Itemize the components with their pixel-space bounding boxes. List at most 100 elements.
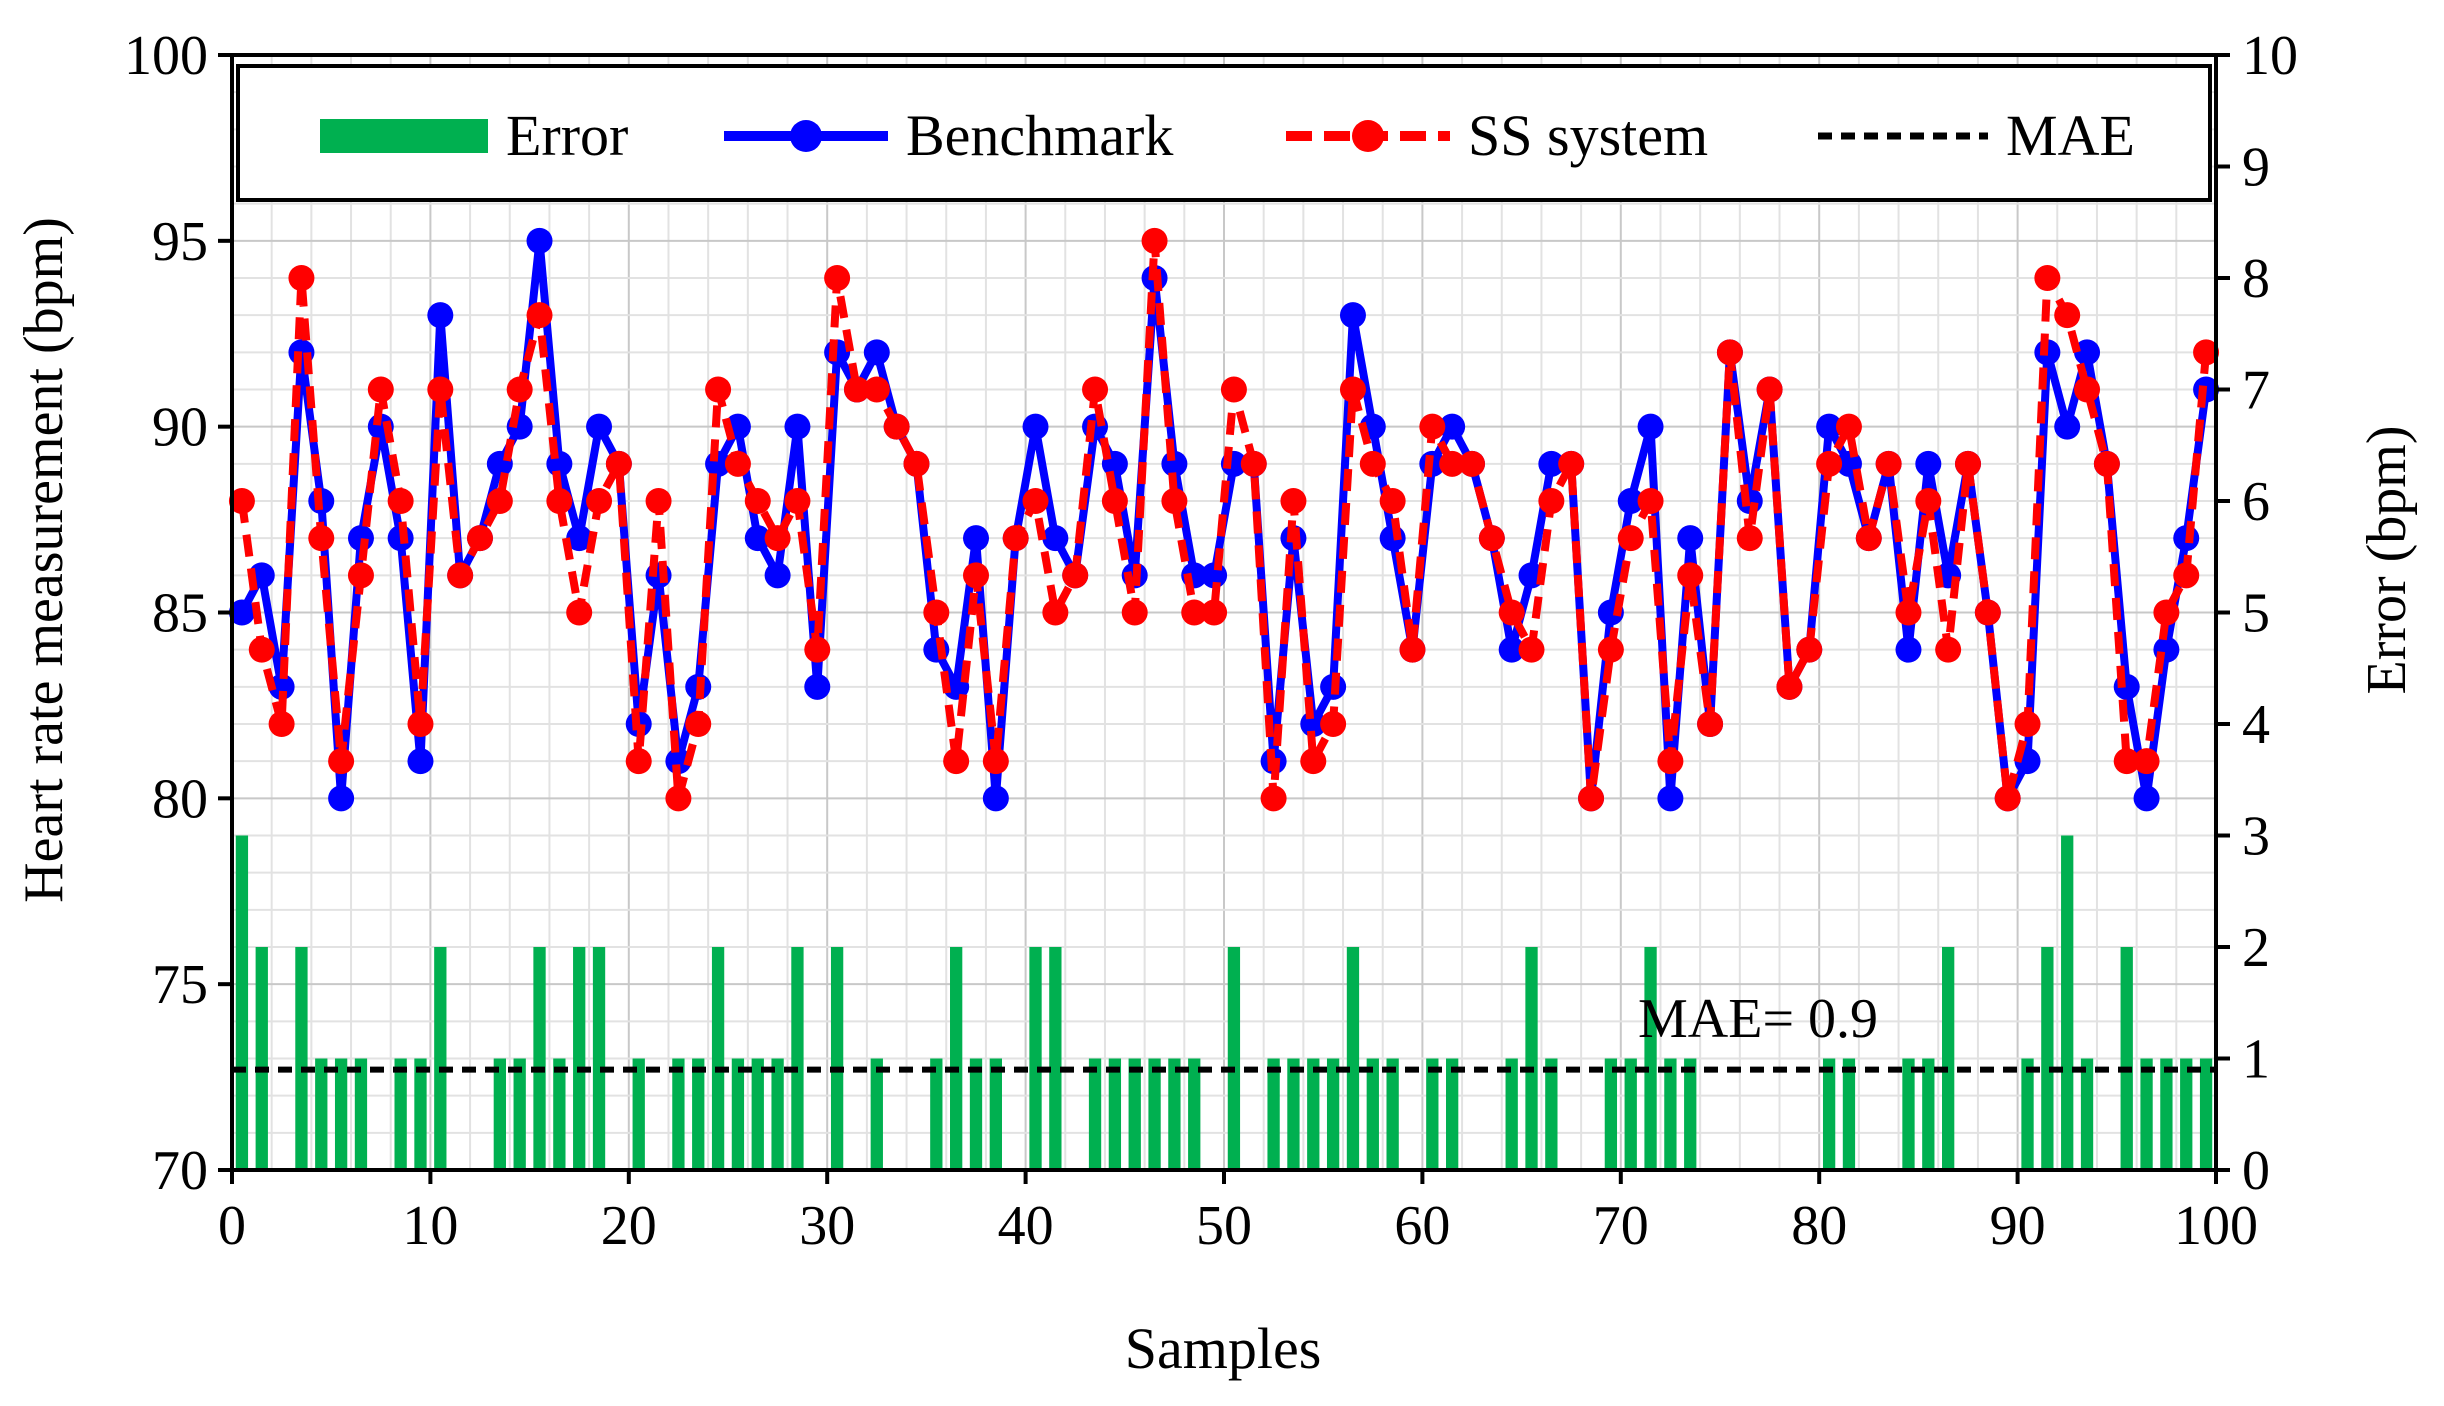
error-bar xyxy=(1426,1058,1439,1170)
y-right-tick-label: 10 xyxy=(2242,25,2298,87)
y-axis-title-right: Error (bpm) xyxy=(2356,425,2418,694)
ss-system-point xyxy=(328,748,355,775)
ss-system-point xyxy=(546,488,573,514)
error-bar xyxy=(354,1058,368,1170)
ss-system-point xyxy=(1498,599,1525,626)
ss-system-point xyxy=(1339,376,1366,403)
legend-label-ss-system: SS system xyxy=(1468,103,1708,168)
ss-system-point xyxy=(764,525,791,552)
ss-system-point xyxy=(1181,599,1208,626)
error-bar xyxy=(1326,1058,1340,1170)
error-bar xyxy=(1287,1058,1300,1170)
y-right-tick-label: 3 xyxy=(2242,806,2270,868)
benchmark-point xyxy=(1339,302,1366,329)
ss-system-point xyxy=(2153,599,2180,626)
y-right-tick-label: 8 xyxy=(2242,248,2270,310)
error-bar xyxy=(2180,1058,2193,1170)
error-bar xyxy=(672,1058,685,1170)
ss-system-point xyxy=(566,599,593,626)
ss-system-point xyxy=(427,376,454,403)
benchmark-point xyxy=(665,748,692,775)
error-bar xyxy=(1088,1058,1102,1170)
ss-system-point xyxy=(347,562,374,589)
error-bar xyxy=(791,947,804,1170)
ss-system-point xyxy=(308,525,335,552)
benchmark-point xyxy=(1617,488,1644,514)
error-bar xyxy=(315,1058,328,1170)
ss-system-point xyxy=(1994,785,2021,812)
ss-system-point xyxy=(2014,711,2041,737)
ss-system-point xyxy=(685,711,712,737)
ss-system-point xyxy=(1835,413,1862,440)
ss-system-point xyxy=(1121,599,1148,626)
error-bar xyxy=(235,835,249,1170)
axes: 0 10 20 30 40 50 60 70 80 90 100707580859095100012… xyxy=(124,25,2298,1257)
benchmark-point xyxy=(1042,525,1069,552)
ss-system-point xyxy=(1082,376,1109,403)
error-bar xyxy=(1029,947,1042,1170)
error-bar xyxy=(1267,1058,1280,1170)
ss-system-point xyxy=(1578,785,1605,812)
y-axis-title-left: Heart rate measurement (bpm) xyxy=(13,217,75,903)
x-tick-label: 80 xyxy=(1791,1195,1847,1257)
x-tick-label: 20 xyxy=(601,1195,657,1257)
x-axis-title: Samples xyxy=(1125,1316,1322,1381)
y-left-tick-label: 90 xyxy=(152,397,208,459)
ss-system-point xyxy=(1141,227,1168,254)
benchmark-point xyxy=(1439,413,1466,440)
ss-system-point xyxy=(784,488,811,514)
error-bar xyxy=(1644,947,1657,1170)
ss-system-point xyxy=(1895,599,1922,626)
error-bar xyxy=(751,1058,764,1170)
error-bar xyxy=(2021,1058,2034,1170)
legend-marker-ss-system xyxy=(1352,120,1384,152)
y-right-tick-label: 9 xyxy=(2242,137,2270,199)
error-bar xyxy=(1227,947,1241,1170)
grid xyxy=(231,54,2217,1171)
benchmark-point xyxy=(526,227,553,254)
ss-system-point xyxy=(268,711,295,737)
ss-system-point xyxy=(1518,636,1545,663)
benchmark-point xyxy=(1637,413,1664,440)
ss-system-point xyxy=(1220,376,1247,403)
ss-system-point xyxy=(486,488,513,514)
benchmark-point xyxy=(764,562,791,589)
error-bar xyxy=(414,1058,427,1170)
ss-system-point xyxy=(744,488,771,514)
benchmark-point xyxy=(2133,785,2160,812)
y-left-tick-label: 75 xyxy=(152,954,208,1016)
x-tick-label: 100 xyxy=(2174,1195,2258,1257)
y-right-tick-label: 4 xyxy=(2242,694,2270,756)
ss-system-point xyxy=(1776,673,1803,700)
ss-system-point xyxy=(1439,450,1466,477)
ss-system-point xyxy=(2113,748,2140,775)
error-bar xyxy=(1842,1058,1856,1170)
benchmark-point xyxy=(784,413,811,440)
error-bar xyxy=(533,947,546,1170)
ss-system-point xyxy=(2173,562,2200,589)
benchmark-point xyxy=(228,599,255,626)
ss-system-point xyxy=(2193,339,2220,366)
ss-system-point xyxy=(1379,488,1406,514)
benchmark-point xyxy=(804,673,831,700)
y-left-tick-label: 100 xyxy=(124,25,208,87)
ss-system-point xyxy=(2074,376,2101,403)
ss-system-point xyxy=(467,525,493,552)
ss-system-point xyxy=(447,562,474,589)
ss-system-point xyxy=(963,562,989,589)
ss-system-point xyxy=(665,785,692,812)
ss-system-point xyxy=(1062,562,1089,589)
ss-system-point xyxy=(1597,636,1624,663)
error-bar xyxy=(711,947,725,1170)
ss-system-point xyxy=(1736,525,1763,552)
series-lines xyxy=(228,227,2220,812)
y-right-tick-label: 6 xyxy=(2242,471,2270,533)
error-bar xyxy=(989,1058,1002,1170)
ss-system-point xyxy=(863,376,890,403)
error-bar xyxy=(1942,947,1955,1170)
error-bar xyxy=(295,947,308,1170)
error-bar xyxy=(2061,835,2074,1170)
ss-system-point xyxy=(645,488,672,514)
error-bar xyxy=(573,947,586,1170)
